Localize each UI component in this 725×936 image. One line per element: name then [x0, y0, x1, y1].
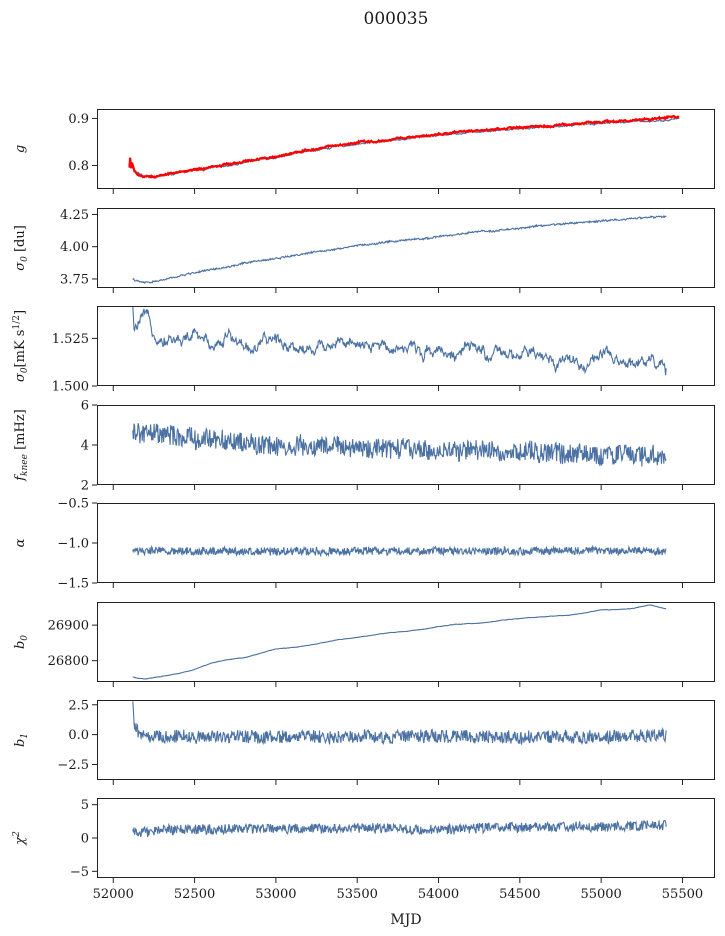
panel-6: 26800 26900 b0 [13, 602, 715, 687]
series-line [132, 306, 667, 376]
y-tick-label: 0.9 [68, 112, 89, 127]
panel-3: 1.500 1.525 σ0[mK s1/2] [12, 306, 715, 395]
y-tick-label: 2.5 [68, 698, 89, 713]
x-tick-label: 52500 [174, 887, 215, 902]
plot-frame [97, 503, 715, 583]
series-line [132, 701, 667, 746]
panel-1: 0.8 0.9 g [13, 109, 715, 194]
series-line [132, 214, 667, 284]
y-axis-label: σ0[mK s1/2] [12, 310, 30, 382]
y-axis-label: α [13, 538, 28, 547]
series-line [132, 117, 680, 179]
plot-frame [97, 109, 715, 189]
x-axis-label: MJD [390, 912, 421, 928]
y-tick-label: 0.8 [68, 159, 89, 174]
plot-frame [97, 700, 715, 780]
y-tick-label: 1.525 [52, 332, 89, 347]
y-tick-label: 26900 [48, 619, 89, 634]
y-tick-label: −0.5 [57, 497, 89, 512]
plot-frame [97, 405, 715, 485]
panels: 0.8 0.9 g 3.75 4.00 4.25 σ0 [du] 1.500 1.525 σ0[m… [12, 109, 715, 902]
y-axis-label: χ2 [12, 831, 28, 846]
y-tick-label: 4.00 [60, 240, 89, 255]
series-line [132, 422, 667, 467]
y-tick-label: 1.500 [52, 380, 89, 395]
x-tick-label: 52000 [93, 887, 134, 902]
panel-7: −2.5 0.0 2.5 b1 [13, 698, 715, 785]
x-tick-label: 53500 [337, 887, 378, 902]
y-tick-label: 4 [81, 439, 89, 454]
figure-title: 000035 [364, 9, 429, 29]
y-axis-label: fknee [mHz] [13, 409, 30, 482]
y-tick-label: 4.25 [60, 208, 89, 223]
y-axis-label: b0 [13, 635, 30, 649]
x-tick-label: 55000 [580, 887, 621, 902]
y-axis-label: b1 [13, 733, 30, 747]
panel-4: 2 4 6 fknee [mHz] [13, 399, 715, 494]
series-line [132, 604, 667, 680]
series-line [132, 544, 667, 558]
y-tick-label: 5 [81, 798, 89, 813]
y-tick-label: −5 [70, 865, 89, 880]
plot-frame [97, 208, 715, 288]
series-line [128, 114, 680, 179]
panel-5: −1.5 −1.0 −0.5 α [13, 497, 715, 592]
y-tick-label: 3.75 [60, 272, 89, 287]
y-axis-label: σ0 [du] [13, 225, 30, 271]
y-tick-label: −1.5 [57, 577, 89, 592]
y-tick-label: 26800 [48, 654, 89, 669]
y-tick-label: −2.5 [57, 758, 89, 773]
y-axis-label: g [13, 145, 28, 153]
panel-2: 3.75 4.00 4.25 σ0 [du] [13, 208, 715, 293]
y-tick-label: 0 [81, 832, 89, 847]
y-tick-label: 6 [81, 399, 89, 414]
x-tick-label: 54000 [418, 887, 459, 902]
plot-frame [97, 602, 715, 682]
x-tick-label: 53000 [255, 887, 296, 902]
x-tick-label: 54500 [499, 887, 540, 902]
y-tick-label: −1.0 [57, 537, 89, 552]
y-tick-label: 2 [81, 479, 89, 494]
series-line [132, 819, 667, 838]
y-tick-label: 0.0 [68, 728, 89, 743]
plot-frame [97, 798, 715, 878]
panel-8: −5 0 5 52000 52500 53000 53500 54000 54500 55000 5… [12, 798, 715, 902]
x-tick-label: 55500 [662, 887, 703, 902]
plot-frame [97, 306, 715, 386]
